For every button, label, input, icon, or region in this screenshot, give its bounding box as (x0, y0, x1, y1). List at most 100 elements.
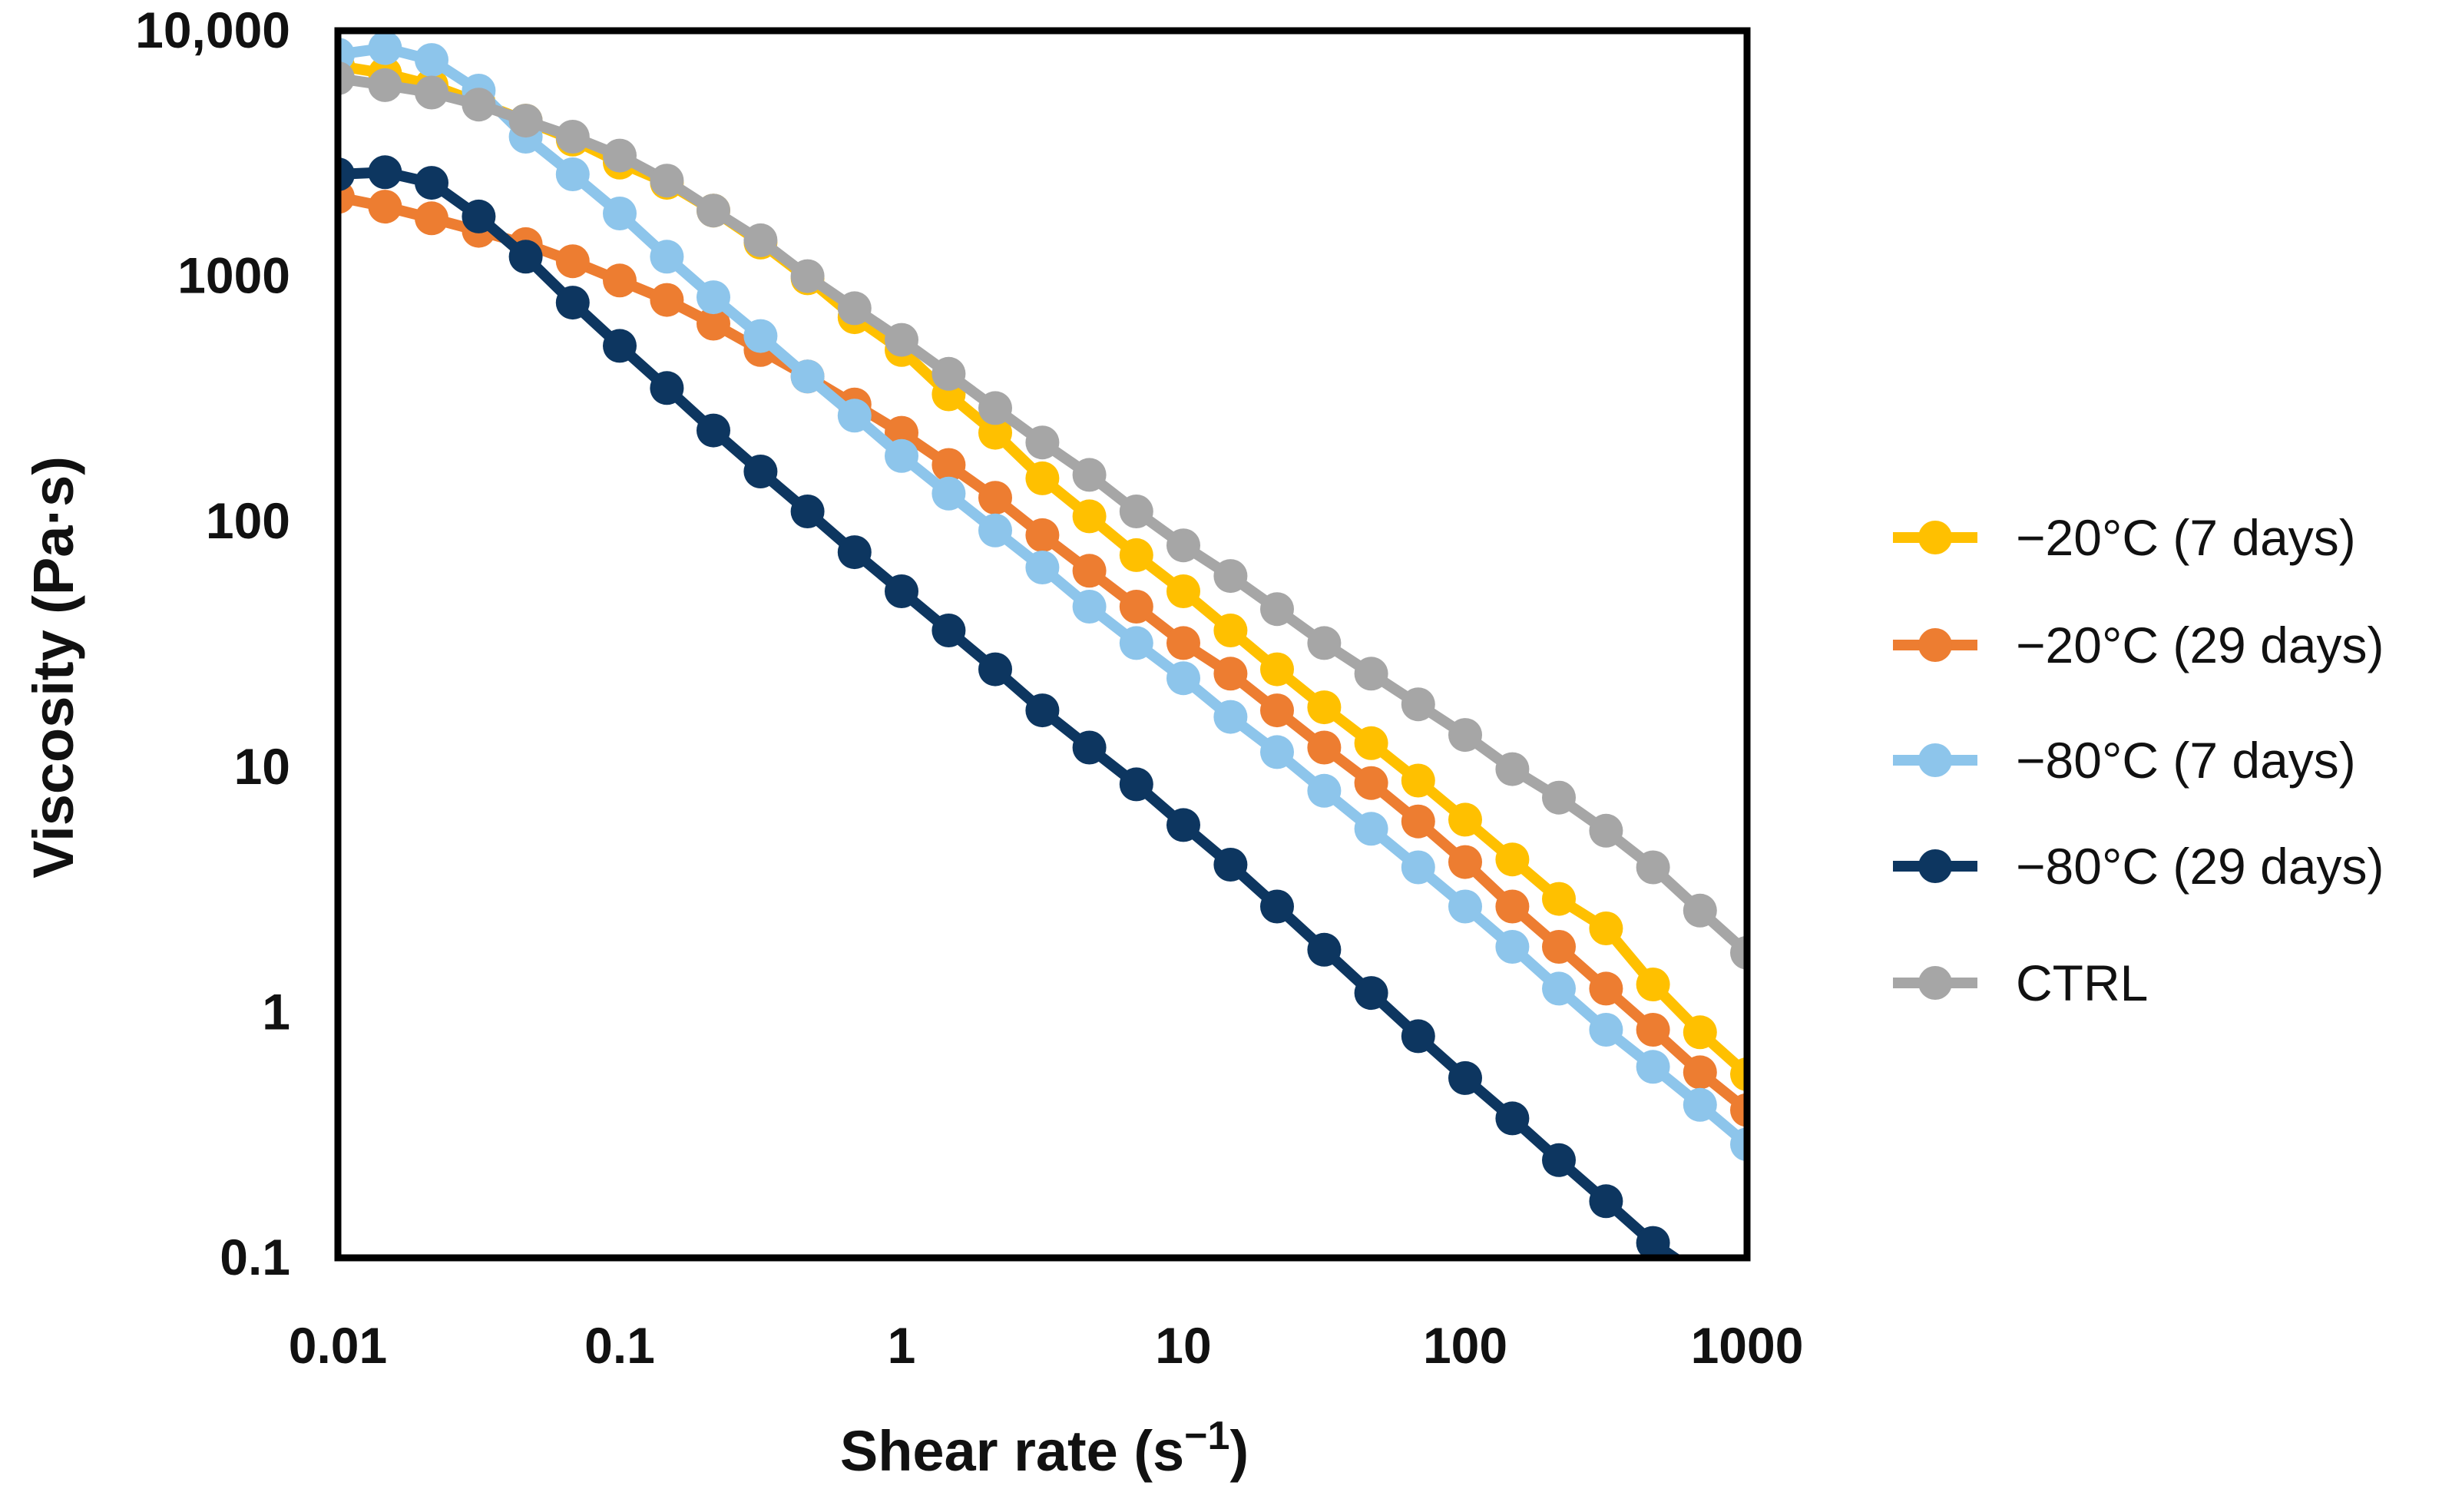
data-point (368, 155, 402, 190)
data-point (1260, 889, 1294, 924)
data-point (1072, 499, 1107, 534)
data-point (978, 415, 1012, 450)
data-point (1683, 1015, 1717, 1050)
data-point (1730, 1093, 1747, 1127)
data-point (1401, 1019, 1435, 1054)
data-point (1072, 554, 1107, 588)
data-point (1166, 626, 1200, 660)
data-point (1542, 930, 1576, 964)
legend: −20°C (7 days) −20°C (29 days) −80°C (7 da… (1893, 509, 2384, 1011)
data-point (1025, 551, 1060, 584)
data-point (1730, 1057, 1747, 1091)
data-point (885, 438, 918, 473)
data-point (697, 194, 730, 228)
data-point (1307, 690, 1342, 725)
data-point (368, 68, 402, 102)
data-point (1166, 808, 1200, 842)
data-point (1589, 912, 1623, 945)
data-point (1495, 889, 1530, 924)
data-point (508, 240, 543, 274)
data-point (462, 88, 496, 122)
legend-label: −80°C (7 days) (2016, 732, 2356, 789)
data-point (790, 495, 825, 528)
y-tick-label: 1000 (177, 247, 290, 304)
data-point (603, 197, 637, 230)
data-point (1119, 538, 1153, 572)
x-axis-title-main: Shear rate (s (840, 1419, 1184, 1483)
data-point (1542, 780, 1576, 815)
data-point (837, 399, 872, 433)
data-point (1166, 661, 1200, 696)
data-point (1213, 559, 1248, 594)
data-point (603, 263, 637, 298)
x-tick-label: 0.1 (584, 1317, 655, 1374)
data-point (1072, 590, 1107, 624)
data-point (650, 164, 684, 198)
series-4 (338, 155, 1685, 1258)
data-point (1636, 1226, 1670, 1258)
data-point (1025, 461, 1060, 495)
data-point (1401, 763, 1435, 798)
data-point (1730, 1127, 1747, 1162)
data-point (368, 190, 402, 224)
data-point (978, 481, 1012, 515)
x-tick-label: 1 (888, 1317, 916, 1374)
data-point (931, 448, 966, 482)
data-point (790, 359, 825, 394)
data-point (1589, 1013, 1623, 1047)
data-point (1119, 767, 1153, 802)
data-point (368, 31, 402, 65)
data-point (415, 43, 448, 78)
data-point (1213, 614, 1248, 647)
data-point (1260, 652, 1294, 687)
data-point (1213, 700, 1248, 734)
data-point (743, 223, 778, 257)
data-point (931, 356, 966, 391)
x-tick-label: 100 (1423, 1317, 1507, 1374)
data-point (555, 157, 590, 191)
legend-label: −20°C (29 days) (2016, 617, 2384, 673)
data-point (1307, 773, 1342, 808)
data-point (1589, 971, 1623, 1006)
data-point (650, 283, 684, 317)
x-tick-label: 1000 (1691, 1317, 1804, 1374)
data-point (650, 371, 684, 405)
data-point (1542, 971, 1576, 1006)
data-point (1495, 930, 1530, 964)
x-tick-label: 0.01 (289, 1317, 387, 1374)
data-point (1448, 802, 1482, 837)
data-point (1166, 528, 1200, 563)
series-5 (338, 61, 1747, 970)
legend-item: −20°C (29 days) (1893, 617, 2384, 673)
data-point (1260, 592, 1294, 627)
x-tick-label: 10 (1155, 1317, 1211, 1374)
data-point (1636, 1013, 1670, 1047)
data-point (1307, 626, 1342, 660)
data-point (1119, 626, 1153, 660)
data-point (1636, 850, 1670, 885)
data-point (978, 513, 1012, 548)
data-point (555, 286, 590, 320)
data-point (1354, 976, 1388, 1011)
legend-item: −80°C (29 days) (1893, 838, 2384, 895)
y-tick-label: 10,000 (135, 2, 290, 58)
legend-label: −20°C (7 days) (2016, 509, 2356, 566)
data-point (697, 306, 730, 341)
data-point (1589, 813, 1623, 848)
data-point (885, 574, 918, 608)
data-point (790, 259, 825, 293)
data-point (1260, 735, 1294, 769)
x-axis-title-superscript: −1 (1184, 1414, 1229, 1458)
data-point (1401, 804, 1435, 839)
data-point (885, 323, 918, 357)
data-point (1213, 657, 1248, 691)
plot-area-frame (334, 27, 1751, 1262)
data-point (555, 244, 590, 279)
data-point (1636, 1050, 1670, 1084)
legend-item: CTRL (1893, 955, 2148, 1011)
data-point (1448, 845, 1482, 879)
data-point (1307, 932, 1342, 967)
data-point (978, 391, 1012, 425)
data-point (931, 614, 966, 647)
